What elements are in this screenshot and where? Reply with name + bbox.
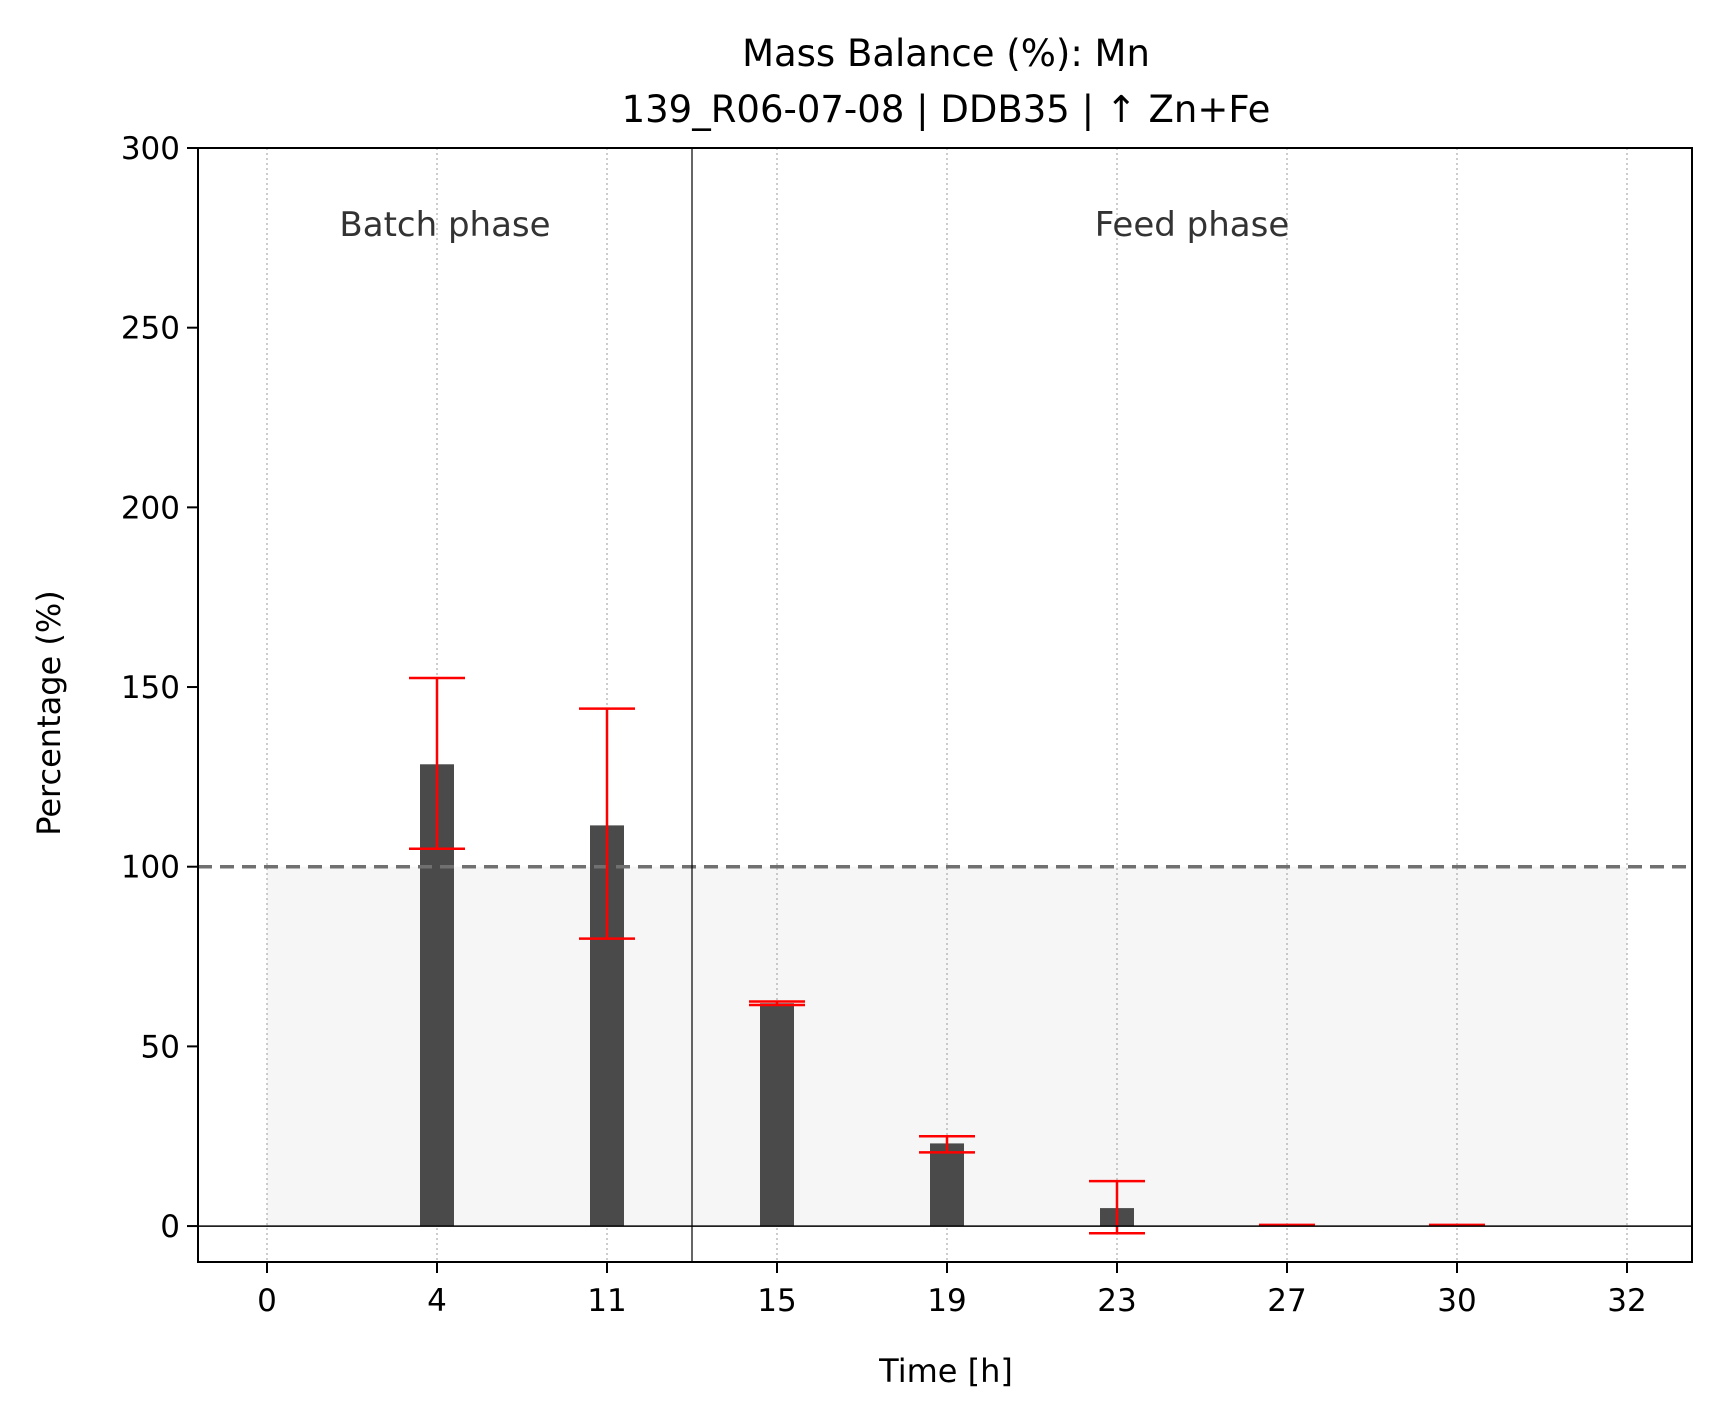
y-tick-label-100: 100 xyxy=(121,850,180,886)
x-tick-label-4: 4 xyxy=(427,1283,447,1319)
x-tick-label-27: 27 xyxy=(1267,1283,1306,1319)
y-tick-label-50: 50 xyxy=(141,1029,180,1065)
y-tick-label-0: 0 xyxy=(160,1209,180,1245)
axes-frame xyxy=(197,147,1693,1263)
y-axis-label: Percentage (%) xyxy=(30,590,68,836)
error-bar-15 xyxy=(749,1000,805,1007)
phase-label-0: Batch phase xyxy=(339,205,550,245)
x-tick-label-23: 23 xyxy=(1097,1283,1136,1319)
x-tick-label-30: 30 xyxy=(1437,1283,1476,1319)
error-bar-23 xyxy=(1089,1179,1145,1235)
y-tick-label-150: 150 xyxy=(121,670,180,706)
chart-title-line-1: Mass Balance (%): Mn xyxy=(742,32,1150,75)
error-bars-layer xyxy=(409,676,1485,1235)
chart-title-line-2: 139_R06-07-08 | DDB35 | ↑ Zn+Fe xyxy=(622,88,1271,131)
error-bar-11 xyxy=(579,707,635,940)
axes-layer xyxy=(187,147,1693,1273)
error-bar-4 xyxy=(409,676,465,850)
y-tick-label-200: 200 xyxy=(121,490,180,526)
x-tick-label-0: 0 xyxy=(257,1283,277,1319)
error-bar-19 xyxy=(919,1134,975,1154)
x-tick-label-19: 19 xyxy=(927,1283,966,1319)
y-tick-label-250: 250 xyxy=(121,311,180,347)
bar-19 xyxy=(930,1143,964,1227)
x-tick-label-15: 15 xyxy=(757,1283,796,1319)
phase-label-1: Feed phase xyxy=(1095,205,1290,245)
y-tick-label-300: 300 xyxy=(121,131,180,167)
x-tick-label-11: 11 xyxy=(587,1283,626,1319)
bar-15 xyxy=(760,1003,794,1227)
x-tick-label-32: 32 xyxy=(1607,1283,1646,1319)
x-axis-label: Time [h] xyxy=(878,1352,1013,1390)
text-layer: Mass Balance (%): Mn 139_R06-07-08 | DDB… xyxy=(30,32,1647,1390)
